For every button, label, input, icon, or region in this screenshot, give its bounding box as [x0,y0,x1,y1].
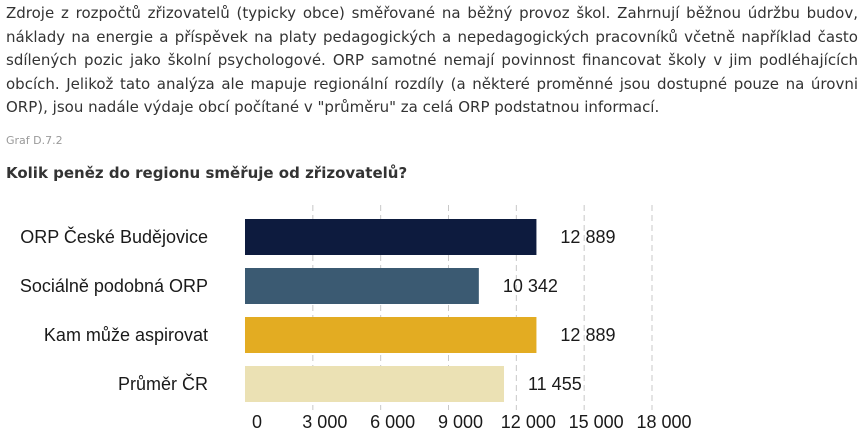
category-label: Sociálně podobná ORP [20,276,208,296]
x-tick-label: 12 000 [501,412,556,432]
x-tick-label: 18 000 [636,412,691,432]
category-label: Kam může aspirovat [44,325,208,345]
bar [245,366,505,402]
x-tick-label: 3 000 [302,412,347,432]
data-label: 11 455 [528,374,582,394]
graph-code-label: Graf D.7.2 [6,134,63,147]
bar [245,317,537,353]
x-tick-label: 15 000 [569,412,624,432]
intro-paragraph: Zdroje z rozpočtů zřizovatelů (typicky o… [6,4,858,116]
x-tick-label: 0 [252,412,262,432]
x-tick-label: 6 000 [370,412,415,432]
chart-title: Kolik peněz do regionu směřuje od zřizov… [6,164,408,182]
x-tick-label: 9 000 [438,412,483,432]
category-label: Průměr ČR [118,373,208,394]
data-label: 10 342 [503,276,558,296]
bar [245,219,537,255]
data-label: 12 889 [560,325,615,345]
category-label: ORP České Budějovice [20,226,208,247]
data-label: 12 889 [560,227,615,247]
bar [245,268,479,304]
chart-labels: 0 3 000 6 000 9 000 12 000 15 000 18 000 ORP Če… [20,226,692,432]
chart-bars [245,219,537,402]
